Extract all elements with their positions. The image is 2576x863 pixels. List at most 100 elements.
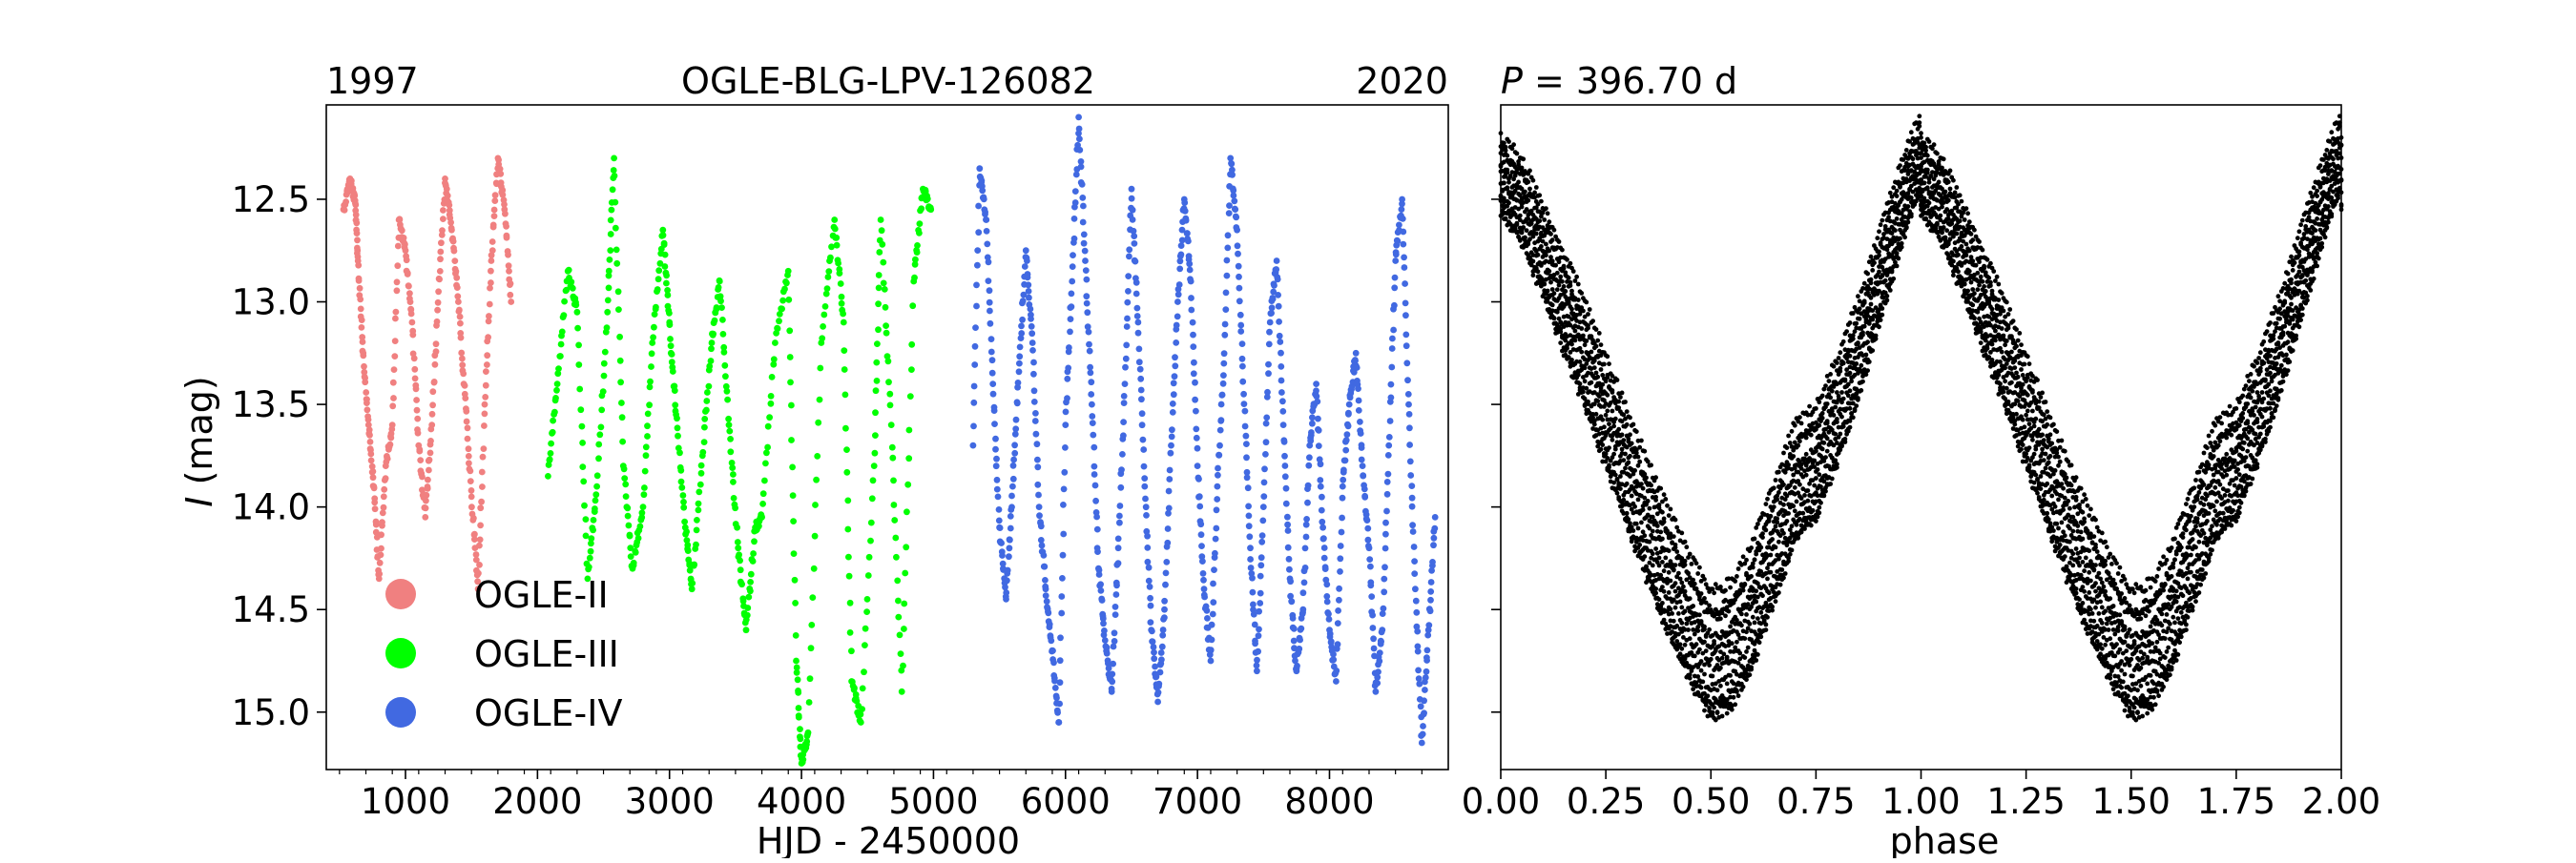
- phased-point: [1744, 570, 1749, 576]
- data-point: [1369, 625, 1377, 631]
- data-point: [859, 706, 865, 712]
- data-point: [1034, 481, 1042, 488]
- phased-point: [2040, 390, 2046, 396]
- phased-point: [2028, 378, 2034, 383]
- data-point: [1097, 587, 1105, 594]
- data-point: [663, 279, 670, 287]
- phased-point: [1923, 174, 1928, 179]
- phased-point: [1907, 151, 1912, 156]
- phased-point: [1621, 442, 1627, 447]
- phased-point: [2057, 459, 2063, 464]
- phased-point: [2001, 337, 2006, 341]
- data-point: [1019, 298, 1027, 305]
- data-point: [1045, 609, 1052, 617]
- phased-point: [2173, 551, 2179, 557]
- phased-point: [2108, 551, 2113, 557]
- phased-point: [2250, 408, 2255, 414]
- data-point: [865, 553, 873, 561]
- data-point: [1139, 436, 1147, 443]
- data-point: [676, 449, 683, 457]
- data-point: [833, 241, 841, 249]
- data-point: [697, 469, 705, 477]
- data-point: [646, 383, 654, 391]
- data-point: [476, 536, 484, 544]
- data-point: [1389, 335, 1396, 342]
- data-point: [595, 441, 603, 448]
- phased-point: [1829, 388, 1835, 394]
- phased-point: [2015, 355, 2021, 360]
- phased-point: [2012, 365, 2018, 370]
- data-point: [453, 284, 461, 291]
- data-point: [563, 286, 571, 294]
- data-point: [1134, 318, 1142, 326]
- phased-point: [1844, 329, 1849, 334]
- data-point: [695, 500, 702, 507]
- y-axis-title: I (mag): [178, 376, 220, 506]
- data-point: [1240, 401, 1248, 407]
- phased-point: [2253, 404, 2258, 410]
- data-point: [906, 393, 914, 400]
- data-point: [1058, 593, 1066, 600]
- phased-point: [1603, 379, 1609, 384]
- data-point: [355, 277, 363, 284]
- phased-point: [1831, 363, 1837, 369]
- data-point: [770, 356, 778, 363]
- phased-point: [1838, 350, 1843, 356]
- phased-point: [1870, 268, 1876, 273]
- phased-point: [2210, 428, 2214, 434]
- data-point: [717, 298, 724, 305]
- data-point: [1131, 240, 1138, 247]
- phased-point: [1829, 408, 1835, 414]
- phased-point: [1742, 561, 1748, 566]
- phased-point: [2268, 370, 2273, 376]
- data-point: [450, 247, 458, 255]
- phased-point: [1672, 517, 1678, 523]
- phased-point: [1686, 555, 1691, 560]
- data-point: [1147, 594, 1153, 602]
- data-point: [1257, 572, 1264, 580]
- phased-point: [1817, 400, 1822, 405]
- data-point: [389, 379, 397, 386]
- data-point: [1165, 504, 1173, 512]
- data-point: [871, 449, 879, 457]
- data-point: [745, 593, 753, 601]
- phased-point: [2082, 568, 2088, 574]
- data-point: [694, 517, 700, 524]
- data-point: [590, 526, 596, 534]
- data-point: [477, 522, 484, 529]
- data-point: [1236, 298, 1243, 305]
- data-point: [1383, 490, 1391, 498]
- data-point: [1270, 288, 1278, 296]
- data-point: [785, 296, 793, 303]
- data-point: [761, 477, 768, 484]
- data-point: [388, 421, 396, 428]
- data-point: [1144, 545, 1152, 551]
- data-point: [1086, 347, 1093, 355]
- data-point: [488, 247, 496, 254]
- phased-point: [1602, 404, 1607, 409]
- data-point: [1095, 571, 1103, 578]
- data-point: [627, 553, 634, 560]
- data-point: [979, 182, 986, 190]
- data-point: [894, 577, 902, 585]
- phased-point: [1689, 621, 1694, 626]
- phased-point: [2057, 444, 2063, 450]
- data-point: [974, 261, 981, 269]
- data-point: [1116, 519, 1123, 526]
- data-point: [1220, 360, 1228, 367]
- phased-point: [1628, 474, 1632, 479]
- data-point: [491, 197, 499, 205]
- data-point: [1423, 654, 1430, 661]
- data-point: [901, 626, 907, 632]
- phased-point: [2143, 613, 2149, 619]
- phased-point: [1595, 338, 1601, 343]
- data-point: [1229, 166, 1236, 174]
- phased-point: [2212, 440, 2218, 445]
- data-point: [595, 455, 602, 462]
- data-point: [1151, 648, 1157, 656]
- data-point: [1197, 521, 1205, 528]
- data-point: [481, 422, 488, 429]
- data-point: [416, 447, 424, 455]
- data-point: [565, 266, 572, 274]
- data-point: [1059, 551, 1067, 559]
